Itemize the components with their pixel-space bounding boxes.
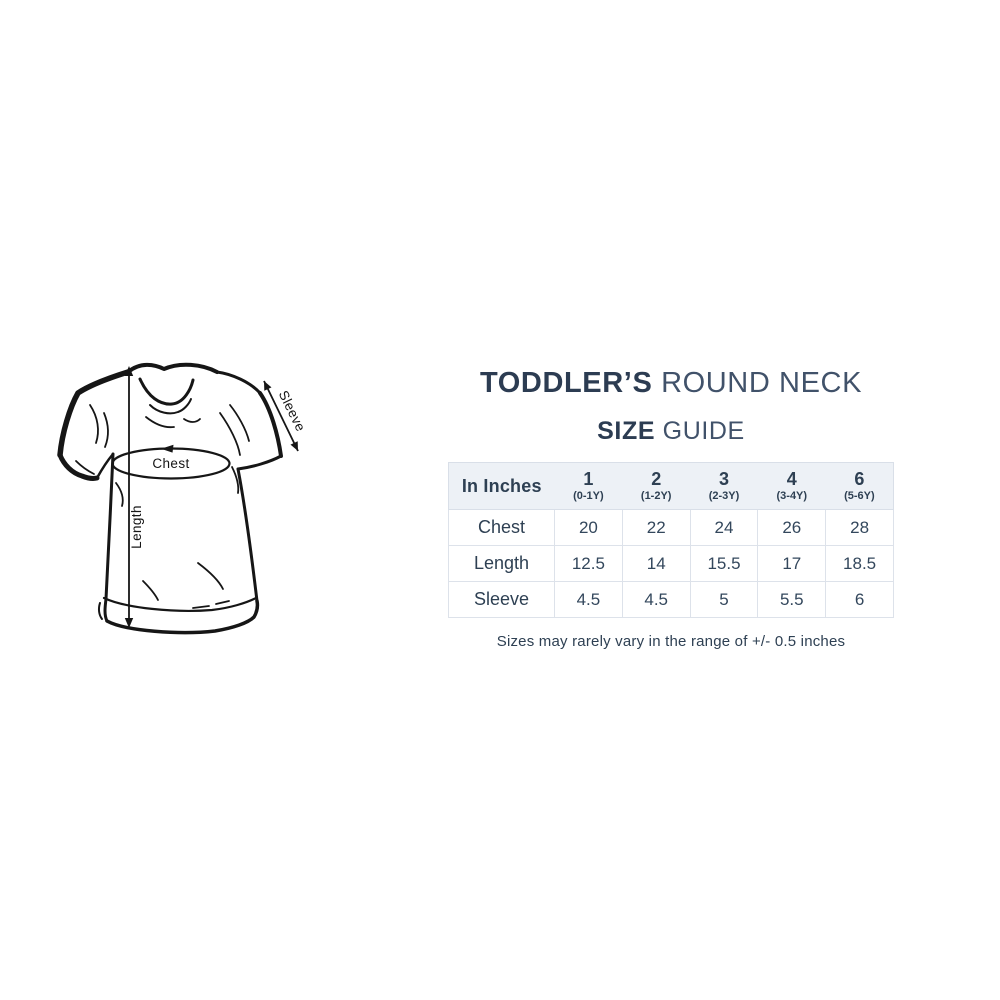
table-cell: 22	[621, 509, 691, 546]
size-guide-panel: TODDLER’S ROUND NECK SIZE GUIDE In Inche…	[448, 366, 894, 650]
size-age-range: (3-4Y)	[776, 490, 808, 502]
size-header-cell: 3 (2-3Y)	[690, 462, 758, 510]
tshirt-measurement-diagram: Length Chest Sleeve	[50, 353, 312, 645]
subtitle-light: GUIDE	[662, 417, 745, 445]
table-cell: 4.5	[554, 581, 623, 618]
table-cell: 4.5	[621, 581, 691, 618]
subtitle-bold: SIZE	[597, 417, 656, 445]
page-subtitle: SIZE GUIDE	[448, 417, 894, 445]
size-table: In Inches 1 (0-1Y) 2 (1-2Y) 3 (2-3Y) 4 (…	[448, 462, 894, 618]
page-title: TODDLER’S ROUND NECK	[448, 366, 894, 400]
table-cell: 5.5	[757, 581, 827, 618]
size-age-range: (5-6Y)	[844, 490, 875, 502]
table-cell: 26	[757, 509, 827, 546]
table-cell: 5	[689, 581, 759, 618]
size-number: 3	[718, 469, 729, 489]
table-cell: 24	[689, 509, 759, 546]
row-label: Chest	[448, 509, 555, 546]
tshirt-wrinkles	[75, 404, 250, 609]
tshirt-drawing: Length Chest Sleeve	[57, 362, 309, 635]
size-number: 6	[854, 469, 865, 489]
table-cell: 15.5	[689, 545, 759, 582]
table-cell: 20	[554, 509, 623, 546]
table-cell: 14	[621, 545, 691, 582]
size-age-range: (0-1Y)	[573, 490, 604, 502]
tshirt-outline	[57, 362, 283, 635]
length-label: Length	[129, 505, 144, 549]
size-variance-note: Sizes may rarely vary in the range of +/…	[496, 633, 846, 650]
size-number: 1	[583, 469, 594, 489]
sleeve-label: Sleeve	[276, 388, 309, 434]
table-cell: 18.5	[825, 545, 894, 582]
size-header-cell: 2 (1-2Y)	[622, 462, 691, 510]
table-cell: 17	[757, 545, 827, 582]
unit-header-cell: In Inches	[448, 462, 555, 510]
size-age-range: (2-3Y)	[708, 490, 740, 502]
chest-ellipse: Chest	[111, 444, 231, 480]
table-cell: 6	[825, 581, 894, 618]
table-cell: 28	[825, 509, 894, 546]
row-label: Sleeve	[448, 581, 555, 618]
size-number: 2	[651, 469, 662, 489]
size-age-range: (1-2Y)	[640, 490, 672, 502]
table-row-sleeve: Sleeve 4.5 4.5 5 5.5 6	[448, 581, 894, 618]
row-label: Length	[448, 545, 555, 582]
size-header-cell: 4 (3-4Y)	[757, 462, 826, 510]
size-table-header-row: In Inches 1 (0-1Y) 2 (1-2Y) 3 (2-3Y) 4 (…	[448, 462, 894, 510]
size-number: 4	[786, 469, 797, 489]
table-row-length: Length 12.5 14 15.5 17 18.5	[448, 545, 894, 582]
table-row-chest: Chest 20 22 24 26 28	[448, 509, 894, 546]
size-header-cell: 1 (0-1Y)	[554, 462, 623, 510]
chest-label: Chest	[152, 456, 189, 471]
title-bold: TODDLER’S	[479, 367, 653, 399]
table-cell: 12.5	[554, 545, 623, 582]
size-header-cell: 6 (5-6Y)	[825, 462, 894, 510]
length-arrow: Length	[124, 366, 144, 628]
title-light: ROUND NECK	[661, 367, 863, 399]
